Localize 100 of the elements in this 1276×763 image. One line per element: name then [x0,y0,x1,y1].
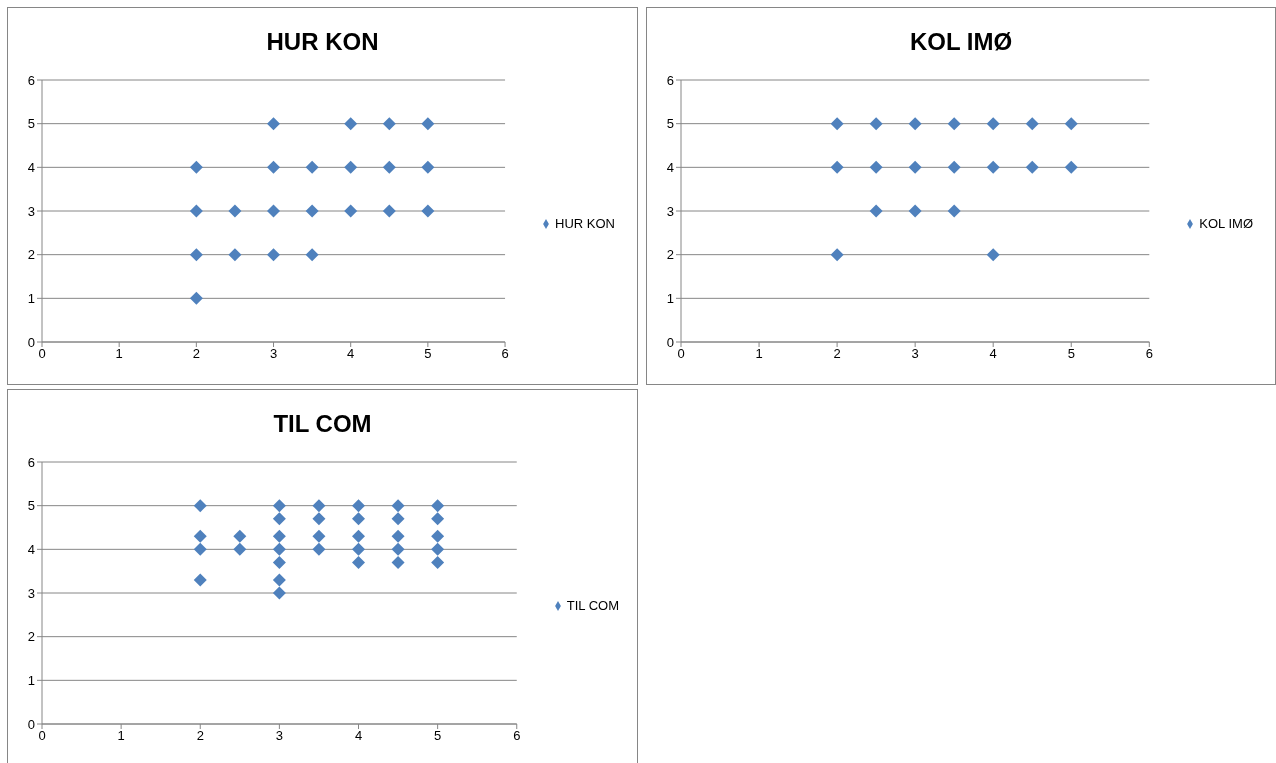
y-tick-label: 4 [27,159,35,175]
point [391,512,405,526]
x-tick-label: 6 [513,728,521,744]
point [908,204,922,218]
point [272,499,286,513]
x-tick-label: 0 [38,728,46,744]
x-tick-label: 6 [1145,346,1153,362]
y-tick-label: 6 [666,72,674,88]
y-tick-label: 4 [666,159,674,175]
y-tick-label: 6 [27,454,35,470]
y-tick-label: 0 [666,334,674,350]
point [193,529,207,543]
x-tick-label: 1 [115,346,123,362]
y-tick-label: 5 [666,116,674,132]
y-tick-label: 0 [27,716,35,732]
point [189,291,203,305]
legend-label: TIL COM [566,597,619,613]
point [431,499,445,513]
point [344,117,358,131]
point [908,117,922,131]
x-tick-label: 0 [38,346,46,362]
point [189,160,203,174]
point [272,512,286,526]
y-tick-label: 2 [27,629,35,645]
point [830,117,844,131]
chart-title: KOL IMØ [908,27,1014,57]
point [189,204,203,218]
x-tick-label: 3 [275,728,283,744]
point [193,542,207,556]
point [986,160,1000,174]
y-tick-label: 1 [27,290,35,306]
point [869,204,883,218]
point [352,512,365,526]
point [382,160,396,174]
point [382,117,396,131]
point [1064,117,1078,131]
y-tick-label: 5 [27,498,35,514]
point [869,160,883,174]
point [431,542,445,556]
x-tick-label: 3 [269,346,278,362]
y-tick-label: 1 [666,290,674,306]
y-tick-label: 6 [27,72,35,88]
x-tick-label: 4 [989,346,997,362]
point [830,248,844,262]
point [344,160,358,174]
point [986,248,1000,262]
x-tick-label: 2 [833,346,841,362]
point [267,117,281,131]
y-tick-label: 5 [27,116,35,132]
point [233,529,247,543]
point [431,555,445,569]
y-tick-label: 3 [27,585,35,601]
chart-title: TIL COM [272,409,373,439]
x-tick-label: 1 [117,728,125,744]
y-tick-label: 2 [27,247,35,263]
x-tick-label: 6 [501,346,509,362]
point [947,160,961,174]
x-tick-label: 4 [354,728,363,744]
point [272,542,286,556]
point [421,160,435,174]
point [312,499,326,513]
point [228,248,242,262]
legend-label: KOL IMØ [1199,215,1253,231]
point [228,204,242,218]
point [986,117,1000,131]
y-tick-label: 3 [27,203,35,219]
point [305,160,319,174]
y-tick-label: 4 [27,541,35,557]
point [267,160,281,174]
x-tick-label: 4 [347,346,355,362]
point [391,529,405,543]
point [344,204,358,218]
point [305,204,319,218]
point [193,573,207,587]
point [830,160,844,174]
point [272,555,286,569]
point [947,117,961,131]
x-tick-label: 5 [434,728,442,744]
x-tick-label: 2 [196,728,204,744]
y-tick-label: 2 [666,247,674,263]
x-tick-label: 1 [755,346,763,362]
point [382,204,396,218]
point [352,555,365,569]
x-tick-label: 0 [677,346,685,362]
x-tick-label: 3 [911,346,919,362]
x-tick-label: 5 [1067,346,1075,362]
point [312,542,326,556]
x-tick-label: 2 [192,346,200,362]
point [391,555,405,569]
x-tick-label: 5 [424,346,432,362]
point [421,204,435,218]
y-tick-label: 3 [666,203,674,219]
point [305,248,319,262]
point [1025,160,1039,174]
point [908,160,922,174]
y-tick-label: 0 [27,334,35,350]
chart-title: HUR KON [265,27,380,57]
point [272,586,286,600]
point [352,499,365,513]
point [1025,117,1039,131]
